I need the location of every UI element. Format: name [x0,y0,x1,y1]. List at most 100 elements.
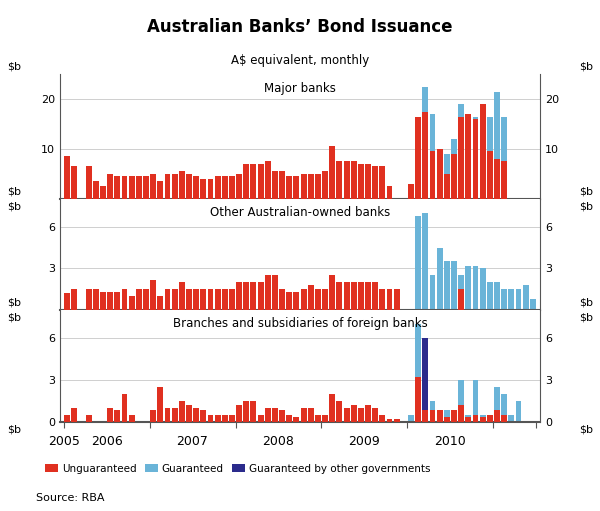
Bar [200,179,206,199]
Bar [451,414,457,422]
Bar [93,181,99,199]
Text: A$ equivalent, monthly: A$ equivalent, monthly [231,54,369,66]
Bar [515,289,521,310]
Bar [430,151,436,199]
Bar [186,289,192,310]
Bar [215,414,221,422]
Bar [157,181,163,199]
Bar [193,176,199,199]
Bar [480,417,485,422]
Bar [408,184,414,199]
Bar [473,266,478,310]
Bar [115,292,120,310]
Bar [229,176,235,199]
Text: Major banks: Major banks [264,82,336,95]
Bar [494,410,500,422]
Bar [200,289,206,310]
Bar [458,289,464,310]
Bar [444,154,450,199]
Bar [365,164,371,199]
Bar [501,161,507,199]
Bar [222,289,228,310]
Bar [473,117,478,199]
Bar [164,408,170,422]
Text: $b: $b [7,297,21,308]
Bar [122,289,127,310]
Bar [473,414,478,422]
Bar [415,324,421,422]
Text: 2010: 2010 [434,435,466,448]
Bar [430,275,436,310]
Bar [394,289,400,310]
Bar [351,161,356,199]
Bar [394,419,400,422]
Bar [286,414,292,422]
Bar [451,154,457,199]
Text: Branches and subsidiaries of foreign banks: Branches and subsidiaries of foreign ban… [173,317,427,330]
Bar [530,299,536,310]
Bar [215,289,221,310]
Bar [222,414,228,422]
Bar [480,414,485,422]
Bar [466,114,471,199]
Bar [265,161,271,199]
Bar [501,394,507,422]
Bar [386,289,392,310]
Bar [322,289,328,310]
Bar [64,293,70,310]
Bar [107,174,113,199]
Bar [480,268,485,310]
Bar [473,119,478,199]
Bar [186,405,192,422]
Text: $b: $b [579,297,593,308]
Text: $b: $b [7,61,21,72]
Bar [86,167,92,199]
Bar [107,292,113,310]
Text: Australian Banks’ Bond Issuance: Australian Banks’ Bond Issuance [147,18,453,36]
Bar [265,275,271,310]
Bar [379,414,385,422]
Bar [437,414,443,422]
Bar [372,408,378,422]
Bar [344,283,350,310]
Bar [279,410,285,422]
Bar [157,296,163,310]
Bar [186,174,192,199]
Bar [157,387,163,422]
Bar [437,176,443,199]
Bar [64,414,70,422]
Bar [244,283,249,310]
Bar [208,289,214,310]
Bar [466,414,471,422]
Bar [215,176,221,199]
Bar [229,289,235,310]
Bar [415,377,421,422]
Text: 2008: 2008 [263,435,295,448]
Bar [308,285,314,310]
Bar [358,408,364,422]
Bar [430,114,436,199]
Bar [329,275,335,310]
Bar [129,414,134,422]
Bar [208,179,214,199]
Text: Source: RBA: Source: RBA [36,493,104,503]
Bar [100,187,106,199]
Text: $b: $b [579,186,593,196]
Bar [172,174,178,199]
Bar [437,149,443,199]
Bar [93,289,99,310]
Bar [501,117,507,199]
Bar [466,266,471,310]
Bar [236,405,242,422]
Bar [229,414,235,422]
Bar [466,156,471,199]
Bar [508,289,514,310]
Bar [122,394,127,422]
Bar [501,414,507,422]
Bar [272,171,278,199]
Bar [422,338,428,422]
Bar [164,289,170,310]
Bar [408,414,414,422]
Bar [122,176,127,199]
Bar [494,283,500,310]
